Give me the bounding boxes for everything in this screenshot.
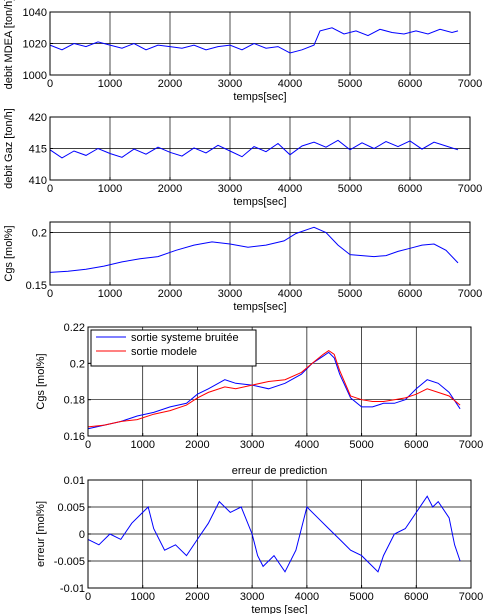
x-tick-label: 6000 xyxy=(398,183,422,195)
x-tick-label: 4000 xyxy=(278,183,302,195)
x-tick-label: 4000 xyxy=(295,439,319,451)
axes-frame xyxy=(49,221,471,286)
x-tick-label: 0 xyxy=(47,288,53,300)
series-line-1 xyxy=(49,226,459,273)
x-tick-label: 1000 xyxy=(98,288,122,300)
chart-title: erreur de prediction xyxy=(232,465,327,477)
x-tick-label: 0 xyxy=(85,591,91,603)
y-tick-label: -0.01 xyxy=(60,583,85,595)
legend: sortie systeme bruitée sortie modele xyxy=(90,329,257,367)
y-axis-label: Cgs [mol%] xyxy=(35,353,47,409)
y-axis-label: Cgs [mol%] xyxy=(3,225,15,281)
x-tick-label: 2000 xyxy=(158,288,182,300)
y-tick-label: 0.2 xyxy=(70,358,85,370)
chart-panel-2: 0 1000 2000 3000 4000 5000 6000 7000 410 415 420 te… xyxy=(3,108,482,208)
x-tick-label: 3000 xyxy=(218,183,242,195)
x-tick-label: 5000 xyxy=(349,439,373,451)
series-line-2 xyxy=(87,349,461,428)
x-tick-label: 4000 xyxy=(278,288,302,300)
x-tick-label: 4000 xyxy=(278,78,302,90)
x-tick-label: 5000 xyxy=(338,78,362,90)
x-tick-label: 3000 xyxy=(218,288,242,300)
x-tick-label: 2000 xyxy=(185,591,209,603)
y-tick-label: 0 xyxy=(79,529,85,541)
x-tick-label: 6000 xyxy=(404,591,428,603)
plot-area xyxy=(50,222,470,285)
x-tick-label: 1000 xyxy=(130,591,154,603)
y-tick-label: 0.22 xyxy=(64,322,85,334)
x-tick-label: 4000 xyxy=(295,591,319,603)
y-axis-label: debit MDEA [ton/h] xyxy=(3,0,15,89)
x-tick-label: 0 xyxy=(85,439,91,451)
x-tick-label: 3000 xyxy=(240,439,264,451)
y-tick-label: 415 xyxy=(29,144,47,156)
x-tick-label: 6000 xyxy=(398,78,422,90)
y-tick-label: 0.01 xyxy=(64,475,85,487)
y-tick-label: 410 xyxy=(29,175,47,187)
y-axis-label: debit Gaz [ton/h] xyxy=(3,108,15,189)
x-tick-label: 1000 xyxy=(98,183,122,195)
x-tick-label: 5000 xyxy=(349,591,373,603)
x-axis-label: temps[sec] xyxy=(233,301,286,313)
x-tick-label: 2000 xyxy=(185,439,209,451)
x-axis-label: temps[sec] xyxy=(233,196,286,208)
chart-panel-1: 0 1000 2000 3000 4000 5000 6000 700010001020104… xyxy=(3,0,482,103)
y-tick-label: 0.16 xyxy=(64,431,85,443)
y-axis-label: erreur [mol%] xyxy=(35,501,47,567)
y-tick-label: 0.18 xyxy=(64,395,85,407)
x-axis-label: temps [sec] xyxy=(251,604,307,614)
x-tick-label: 6000 xyxy=(398,288,422,300)
chart-panel-3: 0 1000 2000 3000 4000 5000 6000 7000 0.15 0.2 temp… xyxy=(3,221,482,313)
x-tick-label: 5000 xyxy=(338,183,362,195)
x-tick-label: 7000 xyxy=(458,288,482,300)
x-tick-label: 7000 xyxy=(459,591,483,603)
y-tick-label: 0.005 xyxy=(57,502,85,514)
x-tick-label: 3000 xyxy=(218,78,242,90)
y-tick-label: 1040 xyxy=(23,7,47,19)
x-tick-label: 7000 xyxy=(458,78,482,90)
legend-box xyxy=(90,329,257,367)
y-tick-label: 0.2 xyxy=(32,228,47,240)
chart-panel-5: 0 1000 2000 3000 4000 5000 6000 7000 -0.01 -0.005… xyxy=(35,465,483,614)
axes-frame xyxy=(87,326,472,437)
x-tick-label: 2000 xyxy=(158,78,182,90)
y-tick-label: 420 xyxy=(29,112,47,124)
x-tick-label: 6000 xyxy=(404,439,428,451)
y-tick-label: 1020 xyxy=(23,39,47,51)
x-tick-label: 1000 xyxy=(98,78,122,90)
y-tick-label: 1000 xyxy=(23,70,47,82)
series-line-1 xyxy=(49,27,459,54)
x-tick-label: 7000 xyxy=(458,183,482,195)
legend-label: sortie modele xyxy=(131,346,197,358)
series-line-1 xyxy=(49,139,459,159)
x-axis-label: temps[sec] xyxy=(233,91,286,103)
chart-panel-4: 0 1000 2000 3000 4000 5000 6000 7000 0.16 0.18 0.2… xyxy=(35,322,483,451)
x-tick-label: 7000 xyxy=(459,439,483,451)
x-tick-label: 1000 xyxy=(130,439,154,451)
series-line-1 xyxy=(87,495,461,573)
y-tick-label: 0.15 xyxy=(26,280,47,292)
x-tick-label: 2000 xyxy=(158,183,182,195)
x-tick-label: 5000 xyxy=(338,288,362,300)
x-tick-label: 0 xyxy=(47,183,53,195)
x-tick-label: 3000 xyxy=(240,591,264,603)
legend-label: sortie systeme bruitée xyxy=(131,332,239,344)
x-tick-label: 0 xyxy=(47,78,53,90)
y-tick-label: -0.005 xyxy=(54,556,85,568)
